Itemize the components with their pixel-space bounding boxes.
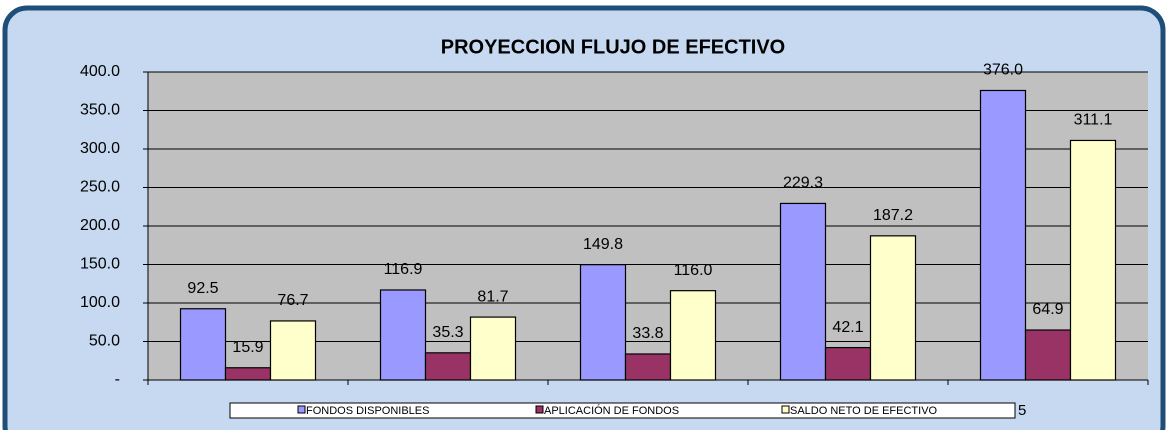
bar (179, 308, 227, 381)
bar (869, 235, 917, 381)
bar (379, 289, 427, 381)
y-tick-label: 350.0 (80, 102, 120, 119)
bar (269, 320, 317, 381)
y-tick-label: 100.0 (80, 294, 120, 311)
value-label: 376.0 (983, 62, 1023, 79)
bar (669, 290, 717, 381)
bar (224, 367, 272, 381)
bar (624, 353, 672, 381)
bar (979, 89, 1027, 381)
value-label: 311.1 (1074, 112, 1113, 129)
legend-swatch (781, 405, 790, 414)
value-label: 92.5 (187, 280, 218, 297)
bar (424, 352, 472, 381)
y-tick-label: 400.0 (80, 63, 120, 80)
chart-title: PROYECCION FLUJO DE EFECTIVO (441, 36, 785, 58)
legend-label: APLICACIÓN DE FONDOS (544, 404, 679, 417)
annotation: 5 (1018, 402, 1026, 419)
value-label: 149.8 (583, 236, 623, 253)
legend-label: SALDO NETO DE EFECTIVO (790, 405, 938, 417)
value-label: 35.3 (432, 324, 463, 341)
y-tick-label: 150.0 (80, 256, 120, 273)
legend (229, 402, 1016, 419)
legend-label: FONDOS DISPONIBLES (306, 405, 429, 417)
bar (824, 346, 872, 381)
value-label: 15.9 (232, 339, 263, 356)
y-tick-label: - (115, 371, 120, 388)
value-label: 116.0 (674, 262, 713, 279)
value-label: 187.2 (873, 207, 913, 224)
y-tick-label: 50.0 (89, 333, 120, 350)
value-label: 64.9 (1032, 301, 1063, 318)
y-tick-label: 200.0 (80, 217, 120, 234)
value-label: 42.1 (832, 319, 863, 336)
bar (579, 264, 627, 381)
bar (779, 202, 827, 381)
value-label: 229.3 (783, 175, 823, 192)
legend-swatch (297, 405, 306, 414)
value-label: 76.7 (277, 292, 308, 309)
bar (469, 316, 517, 381)
value-label: 33.8 (632, 325, 663, 342)
bar (1069, 139, 1117, 381)
value-label: 81.7 (477, 288, 508, 305)
bar (1024, 329, 1072, 381)
y-tick-label: 300.0 (80, 140, 120, 157)
legend-swatch (535, 405, 544, 414)
value-label: 116.9 (384, 261, 423, 278)
y-tick-label: 250.0 (80, 179, 120, 196)
